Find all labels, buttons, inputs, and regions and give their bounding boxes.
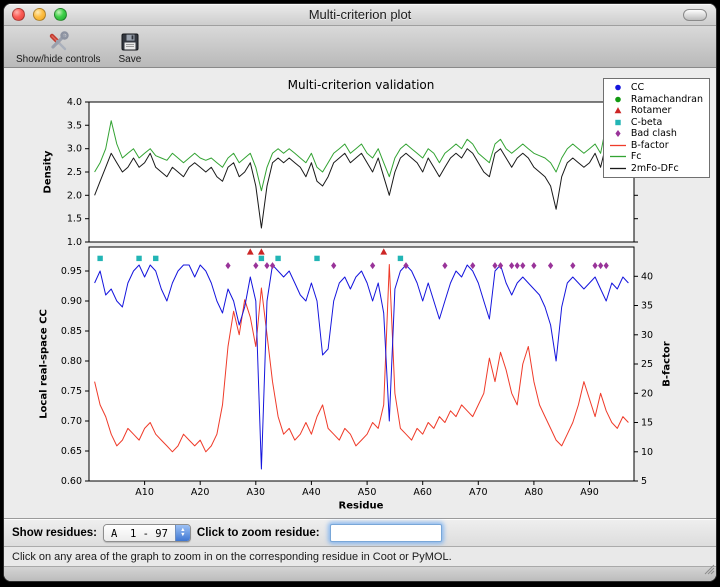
svg-text:0.80: 0.80 bbox=[61, 356, 82, 367]
svg-text:5: 5 bbox=[641, 476, 647, 487]
plot-area: 1.0 1.5 2.0 2.5 3.0 3.5 4.0 0.60 0.65 0.70 0.75 0.8… bbox=[4, 68, 716, 518]
legend-marker-icon bbox=[609, 167, 626, 169]
app-window: Multi-criterion plot Show/hide controls bbox=[3, 3, 717, 582]
cc-axis-label: Local real-space CC bbox=[38, 309, 50, 419]
legend-marker-icon bbox=[609, 156, 626, 158]
svg-text:A40: A40 bbox=[302, 487, 321, 498]
svg-text:A60: A60 bbox=[413, 487, 432, 498]
svg-text:A20: A20 bbox=[191, 487, 210, 498]
show-hide-controls-button[interactable]: Show/hide controls bbox=[8, 28, 109, 66]
residue-axis-label: Residue bbox=[338, 500, 384, 512]
legend-entry: Bad clash bbox=[608, 128, 703, 140]
titlebar: Multi-criterion plot bbox=[4, 4, 716, 26]
svg-text:2.0: 2.0 bbox=[67, 190, 82, 201]
svg-text:0.75: 0.75 bbox=[61, 386, 82, 397]
svg-text:1.5: 1.5 bbox=[67, 214, 82, 225]
legend-label: Fc bbox=[630, 151, 642, 163]
legend-label: Bad clash bbox=[630, 128, 677, 140]
svg-text:0.60: 0.60 bbox=[61, 476, 82, 487]
legend-marker-icon bbox=[609, 144, 626, 146]
stepper-icon[interactable]: ▲ ▼ bbox=[174, 524, 190, 541]
controls-bar: Show residues: A 1 - 97 ▲ ▼ Click to zoom… bbox=[4, 518, 716, 546]
legend-entry: Rotamer bbox=[608, 105, 703, 117]
svg-text:0.65: 0.65 bbox=[61, 446, 82, 457]
legend-entry: CC bbox=[608, 82, 703, 94]
zoom-residue-label: Click to zoom residue: bbox=[196, 526, 320, 539]
svg-text:25: 25 bbox=[641, 359, 653, 370]
legend-label: Ramachandran bbox=[630, 93, 703, 105]
legend-label: Rotamer bbox=[630, 105, 672, 117]
svg-text:A90: A90 bbox=[580, 487, 599, 498]
svg-text:3.0: 3.0 bbox=[67, 144, 82, 155]
close-button[interactable] bbox=[12, 8, 25, 21]
legend-label: C-beta bbox=[630, 116, 663, 128]
save-icon bbox=[119, 29, 141, 54]
svg-text:A30: A30 bbox=[247, 487, 266, 498]
legend: CC Ramachandran Rotamer C-beta Bad clash B-fa… bbox=[602, 78, 710, 178]
svg-text:A80: A80 bbox=[525, 487, 544, 498]
plot-canvas[interactable]: 1.0 1.5 2.0 2.5 3.0 3.5 4.0 0.60 0.65 0.70 0.75 0.8… bbox=[4, 68, 717, 515]
zoom-window-button[interactable] bbox=[54, 8, 67, 21]
show-residues-label: Show residues: bbox=[12, 526, 97, 539]
legend-entry: Ramachandran bbox=[608, 94, 703, 106]
status-text: Click on any area of the graph to zoom i… bbox=[12, 550, 452, 563]
svg-text:0.90: 0.90 bbox=[61, 296, 82, 307]
svg-text:15: 15 bbox=[641, 418, 653, 429]
svg-text:1.0: 1.0 bbox=[67, 237, 82, 248]
traffic-lights bbox=[12, 8, 67, 21]
legend-marker-icon bbox=[615, 119, 621, 125]
zoom-residue-input[interactable] bbox=[329, 523, 442, 542]
legend-entry: B-factor bbox=[608, 140, 703, 152]
svg-text:30: 30 bbox=[641, 330, 653, 341]
svg-text:40: 40 bbox=[641, 271, 653, 282]
svg-text:A10: A10 bbox=[135, 487, 154, 498]
legend-marker-icon bbox=[615, 84, 621, 91]
minimize-button[interactable] bbox=[33, 8, 46, 21]
density-axis-label: Density bbox=[42, 150, 54, 194]
resize-grip[interactable] bbox=[702, 562, 715, 580]
legend-marker-icon bbox=[615, 130, 621, 138]
window-title: Multi-criterion plot bbox=[308, 7, 412, 22]
legend-marker-icon bbox=[614, 107, 622, 114]
svg-text:20: 20 bbox=[641, 388, 653, 399]
toolbar-toggle-button[interactable] bbox=[683, 9, 707, 21]
svg-text:A50: A50 bbox=[358, 487, 377, 498]
residue-range-value: A 1 - 97 bbox=[104, 524, 175, 541]
svg-text:10: 10 bbox=[641, 447, 653, 458]
legend-entry: 2mFo-DFc bbox=[608, 163, 703, 175]
legend-label: CC bbox=[630, 82, 645, 94]
legend-marker-icon bbox=[615, 96, 621, 103]
legend-label: B-factor bbox=[630, 139, 669, 151]
tools-icon bbox=[46, 29, 70, 54]
legend-label: 2mFo-DFc bbox=[630, 162, 679, 174]
toolbar: Show/hide controls Save bbox=[4, 26, 716, 68]
tool-label: Save bbox=[118, 54, 142, 65]
svg-text:A70: A70 bbox=[469, 487, 488, 498]
svg-text:3.5: 3.5 bbox=[67, 120, 82, 131]
svg-text:35: 35 bbox=[641, 301, 653, 312]
legend-entry: Fc bbox=[608, 151, 703, 163]
legend-entry: C-beta bbox=[608, 117, 703, 129]
residue-range-select[interactable]: A 1 - 97 ▲ ▼ bbox=[103, 523, 191, 542]
svg-text:0.70: 0.70 bbox=[61, 416, 82, 427]
save-button[interactable]: Save bbox=[111, 28, 150, 66]
svg-text:0.95: 0.95 bbox=[61, 266, 82, 277]
tool-label: Show/hide controls bbox=[16, 54, 101, 65]
status-bar: Click on any area of the graph to zoom i… bbox=[4, 546, 716, 566]
svg-text:4.0: 4.0 bbox=[67, 97, 82, 108]
bfactor-axis-label: B-factor bbox=[661, 341, 673, 387]
svg-text:2.5: 2.5 bbox=[67, 167, 82, 178]
figure-title: Multi-criterion validation bbox=[287, 78, 435, 92]
window-footer bbox=[4, 564, 716, 581]
svg-text:0.85: 0.85 bbox=[61, 326, 82, 337]
